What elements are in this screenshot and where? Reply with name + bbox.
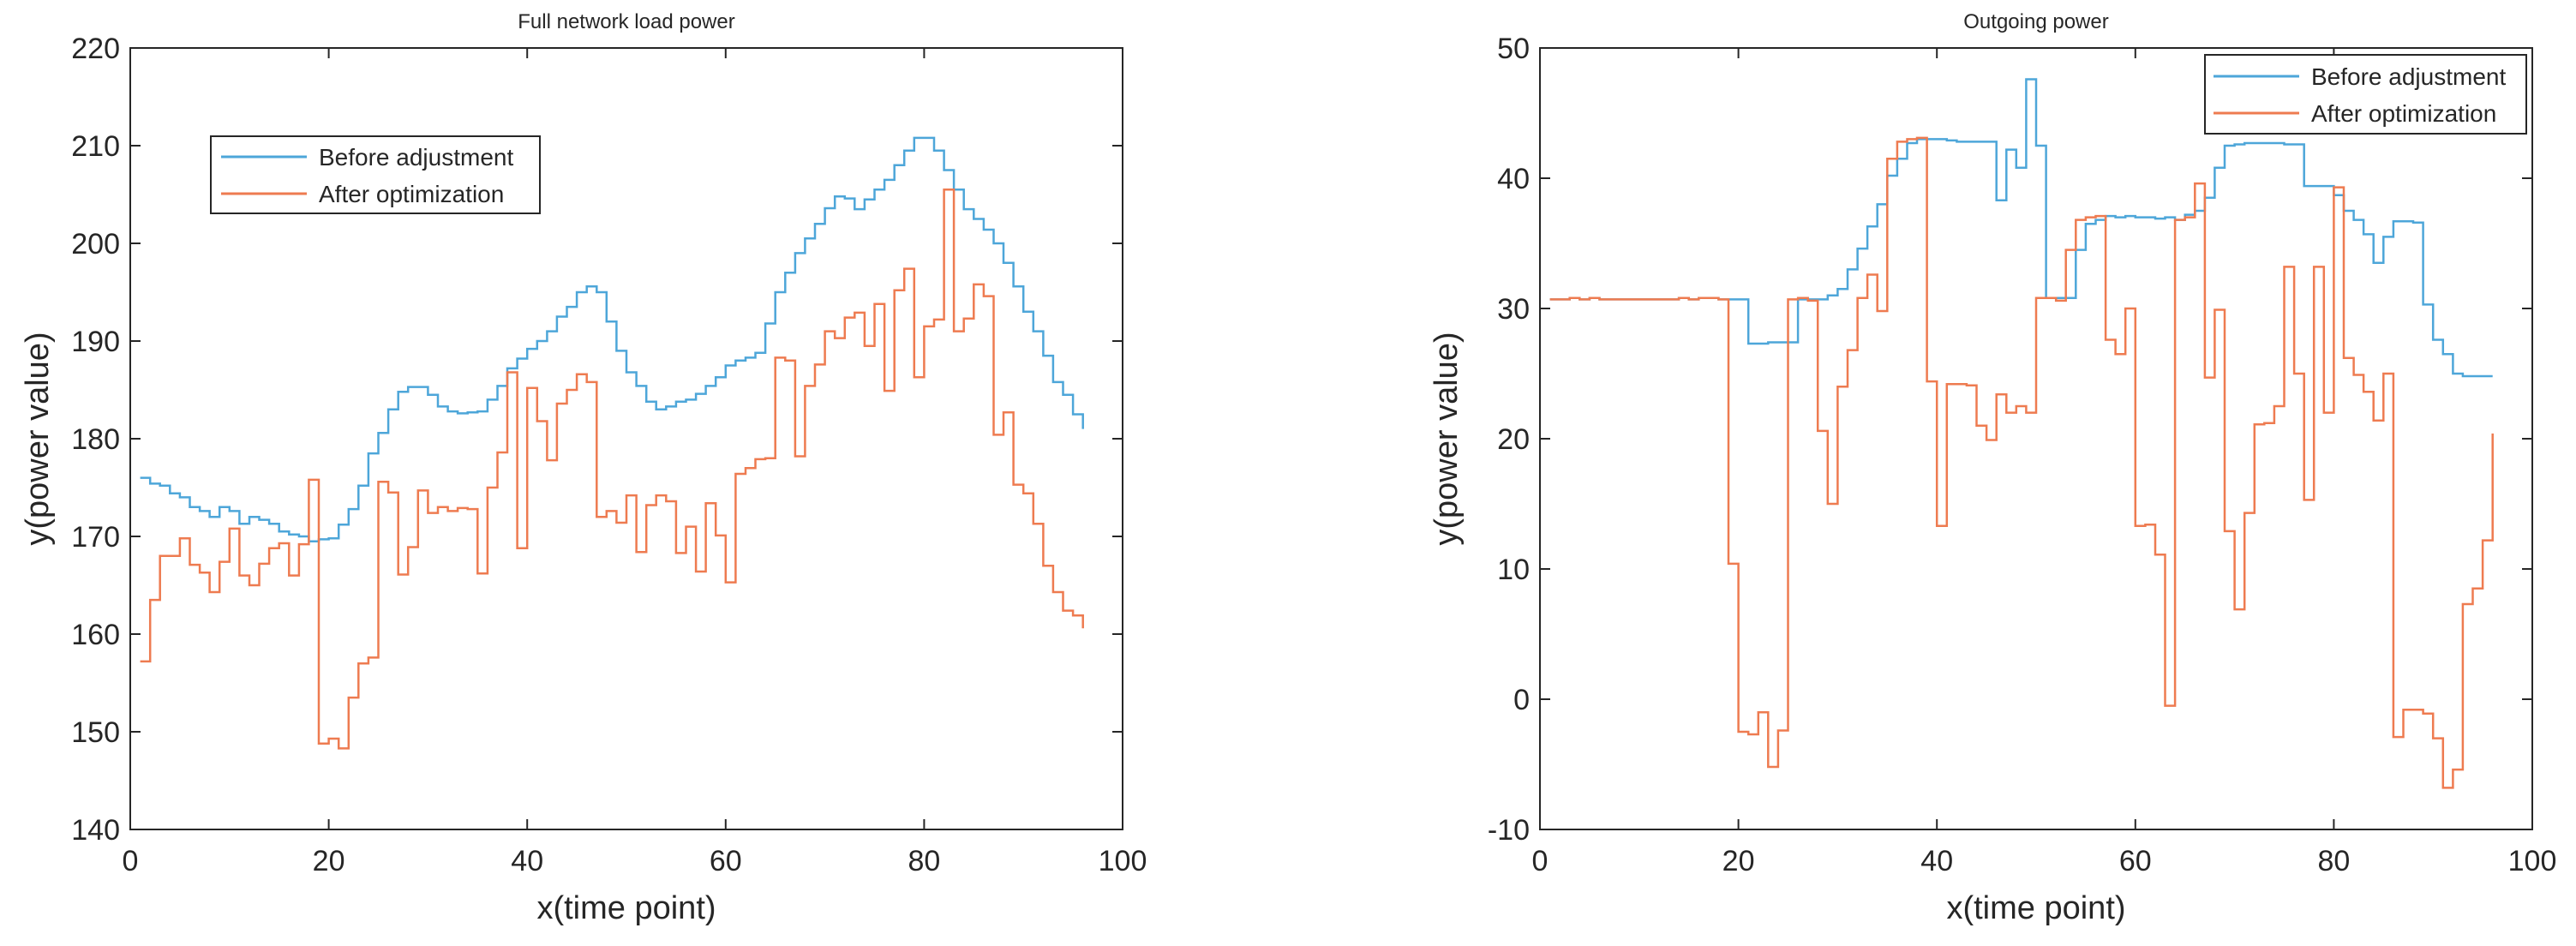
y-axis-label: y(power value) [1429,332,1465,545]
x-tick-label: 100 [2508,845,2557,877]
series-line-after-optimization [1549,136,2494,789]
x-tick-label: 80 [908,845,940,877]
y-tick-label: 140 [71,814,120,847]
y-tick-label: 210 [71,130,120,163]
legend-box [2204,54,2527,135]
x-tick-label: 60 [2119,845,2152,877]
x-tick-label: 0 [123,845,139,877]
legend-label-before-adjustment: Before adjustment [319,144,513,171]
y-axis-label: y(power value) [20,332,56,545]
x-tick-label: 80 [2317,845,2350,877]
series-layer [1549,78,2494,789]
series-line-before-adjustment [140,136,1084,542]
series-line-after-optimization [140,189,1084,750]
x-tick-label: 60 [710,845,742,877]
legend-label-before-adjustment: Before adjustment [2311,63,2506,90]
x-tick-label: 40 [1920,845,1953,877]
x-axis-label: x(time point) [536,890,716,926]
x-tick-label: 20 [313,845,345,877]
plot-area [1539,47,2533,830]
legend: Before adjustment After optimization [210,135,541,214]
chart-title: Outgoing power [1963,10,2108,33]
x-tick-label: 40 [511,845,543,877]
legend-label-after-optimization: After optimization [2311,100,2496,127]
legend: Before adjustment After optimization [2204,54,2527,135]
y-tick-label: 50 [1497,33,1530,65]
x-tick-label: 100 [1099,845,1147,877]
y-tick-label: 180 [71,423,120,456]
y-tick-label: 160 [71,619,120,651]
series-layer [140,136,1084,750]
x-tick-label: 0 [1532,845,1549,877]
y-tick-label: 150 [71,716,120,749]
y-tick-label: 170 [71,521,120,554]
y-tick-label: 190 [71,326,120,358]
legend-box [210,135,541,214]
y-tick-label: 200 [71,228,120,260]
x-axis-label: x(time point) [1946,890,2125,926]
y-tick-label: 0 [1513,684,1530,716]
y-tick-label: 20 [1497,423,1530,456]
chart-full-network-load-power: 0 20 40 60 80 100140150160170180190200210220 … [20,10,1147,926]
legend-label-after-optimization: After optimization [319,181,504,207]
y-tick-label: 220 [71,33,120,65]
y-tick-label: 30 [1497,293,1530,326]
chart-title: Full network load power [518,10,734,33]
y-tick-label: 10 [1497,554,1530,586]
x-tick-label: 20 [1722,845,1755,877]
y-tick-label: -10 [1488,814,1530,847]
tick-marks: 0 20 40 60 80 100 140 150 160 170 180 190 200 210 220 [71,33,1147,877]
y-tick-label: 40 [1497,163,1530,195]
